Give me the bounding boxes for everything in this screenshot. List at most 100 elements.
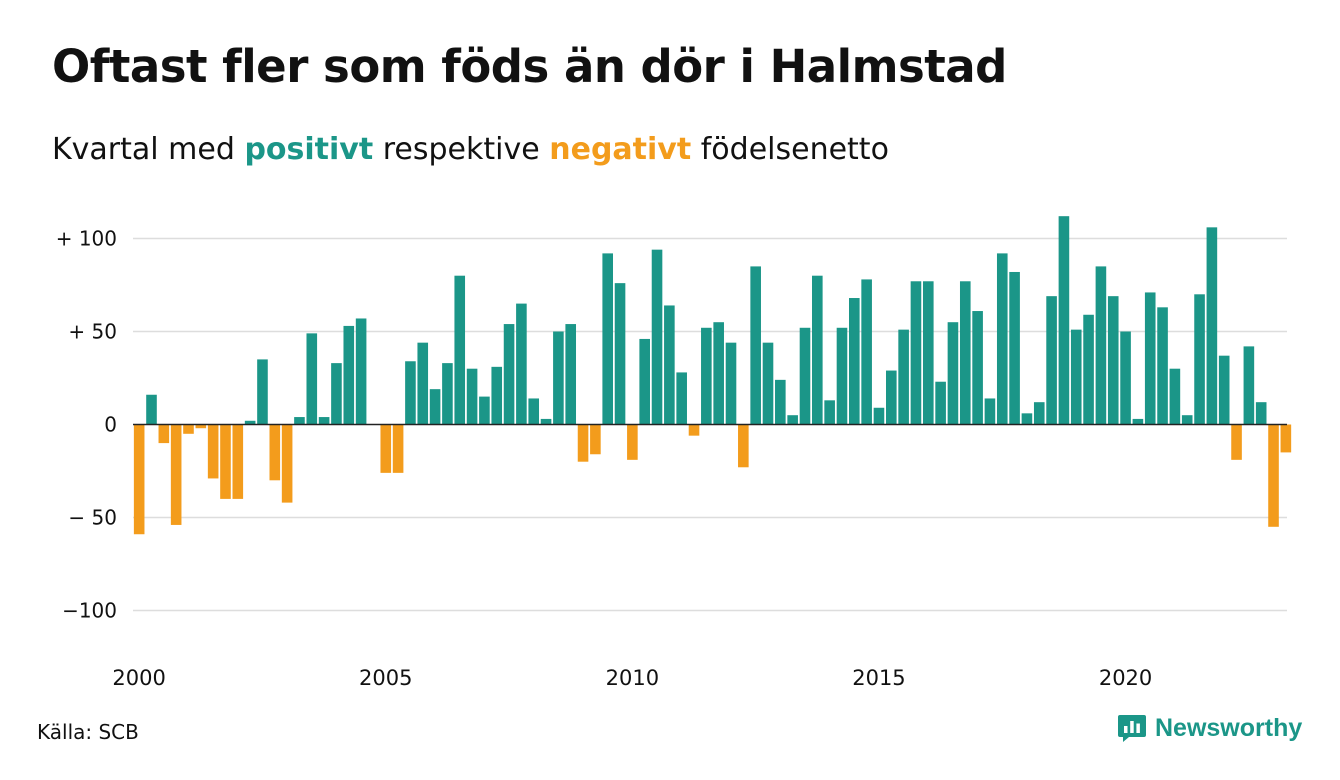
bar — [1231, 424, 1242, 460]
bar — [910, 281, 922, 425]
bar — [540, 418, 552, 425]
subtitle-negative-word: negativt — [549, 132, 692, 167]
bar — [836, 327, 848, 425]
bar — [133, 424, 145, 535]
bar — [466, 368, 478, 425]
bar — [220, 424, 231, 499]
x-tick-label: 2020 — [1099, 666, 1152, 690]
bar — [565, 324, 577, 425]
bar — [343, 325, 355, 425]
bar — [701, 327, 712, 425]
y-tick-label: + 100 — [56, 227, 117, 251]
bar — [984, 398, 996, 425]
bar — [1144, 292, 1156, 425]
chart-subtitle: Kvartal med positivt respektive negativt… — [52, 132, 889, 167]
subtitle-prefix: Kvartal med — [52, 132, 235, 167]
bar — [627, 424, 638, 460]
bar — [232, 424, 244, 499]
bar — [1058, 216, 1070, 425]
brand-name: Newsworthy — [1155, 713, 1303, 742]
bar — [725, 342, 737, 425]
bar — [1083, 314, 1094, 425]
bar — [614, 283, 626, 425]
bar — [1255, 402, 1267, 425]
bar — [787, 415, 798, 425]
bar — [1280, 424, 1292, 453]
bar — [947, 322, 959, 425]
bar — [762, 342, 774, 425]
bar — [257, 359, 268, 425]
bar — [294, 417, 305, 425]
bar — [516, 303, 527, 425]
subtitle-suffix: födelsenetto — [700, 132, 889, 167]
bar — [244, 420, 256, 425]
bar — [996, 253, 1008, 425]
bar — [577, 424, 589, 462]
bar — [812, 275, 823, 425]
subtitle-middle: respektive — [382, 132, 540, 167]
y-tick-label: 0 — [104, 413, 117, 437]
bar — [479, 396, 490, 425]
x-tick-label: 2015 — [852, 666, 905, 690]
bar — [417, 342, 429, 425]
bar — [306, 333, 318, 425]
bar — [269, 424, 281, 481]
bar — [651, 249, 663, 425]
bar — [1132, 418, 1144, 425]
bar — [405, 361, 416, 425]
bar — [738, 424, 749, 468]
bar — [898, 329, 909, 425]
bar — [676, 372, 687, 425]
bar — [1243, 346, 1255, 425]
bar — [1206, 227, 1218, 425]
bar — [442, 363, 453, 425]
bar — [195, 424, 207, 429]
bar — [392, 424, 404, 473]
bar — [380, 424, 392, 473]
bar — [935, 381, 946, 425]
bar — [281, 424, 293, 503]
bar — [1157, 307, 1168, 425]
newsworthy-logo-icon — [1118, 715, 1146, 742]
bar — [1009, 271, 1020, 425]
bar — [1070, 329, 1082, 425]
brand-logo[interactable]: Newsworthy — [1117, 713, 1302, 743]
bar — [972, 311, 983, 425]
y-tick-label: + 50 — [68, 320, 117, 344]
bar — [886, 370, 897, 425]
bar — [1194, 294, 1205, 425]
bar — [1169, 368, 1181, 425]
bar — [491, 366, 503, 425]
bar — [873, 407, 885, 425]
bar — [454, 275, 466, 425]
bar — [1046, 296, 1057, 425]
x-tick-label: 2000 — [112, 666, 165, 690]
bar — [158, 424, 170, 444]
y-tick-label: −100 — [62, 599, 117, 623]
bar — [959, 281, 971, 425]
bar — [922, 281, 934, 425]
bar — [1021, 413, 1033, 425]
y-tick-label: − 50 — [68, 506, 117, 530]
bar-chart: + 100 + 50 0 − 50 −100 2000 2005 2010 2015 2020 — [56, 216, 1292, 690]
x-tick-label: 2005 — [359, 666, 412, 690]
bar — [688, 424, 700, 436]
bar — [1218, 355, 1230, 425]
bar — [824, 400, 835, 425]
bar — [664, 305, 675, 425]
bar — [775, 379, 786, 425]
bar — [849, 298, 860, 425]
bar — [318, 417, 330, 425]
bar — [1107, 296, 1119, 425]
bar — [331, 363, 342, 425]
bar — [639, 338, 650, 425]
bar — [1033, 402, 1045, 425]
bar — [799, 327, 811, 425]
bar — [207, 424, 219, 479]
bar — [146, 394, 157, 425]
subtitle-positive-word: positivt — [244, 132, 374, 167]
bar — [1095, 266, 1107, 425]
bar — [553, 331, 564, 425]
source-label: Källa: SCB — [37, 720, 139, 744]
chart-title: Oftast fler som föds än dör i Halmstad — [52, 40, 1007, 93]
